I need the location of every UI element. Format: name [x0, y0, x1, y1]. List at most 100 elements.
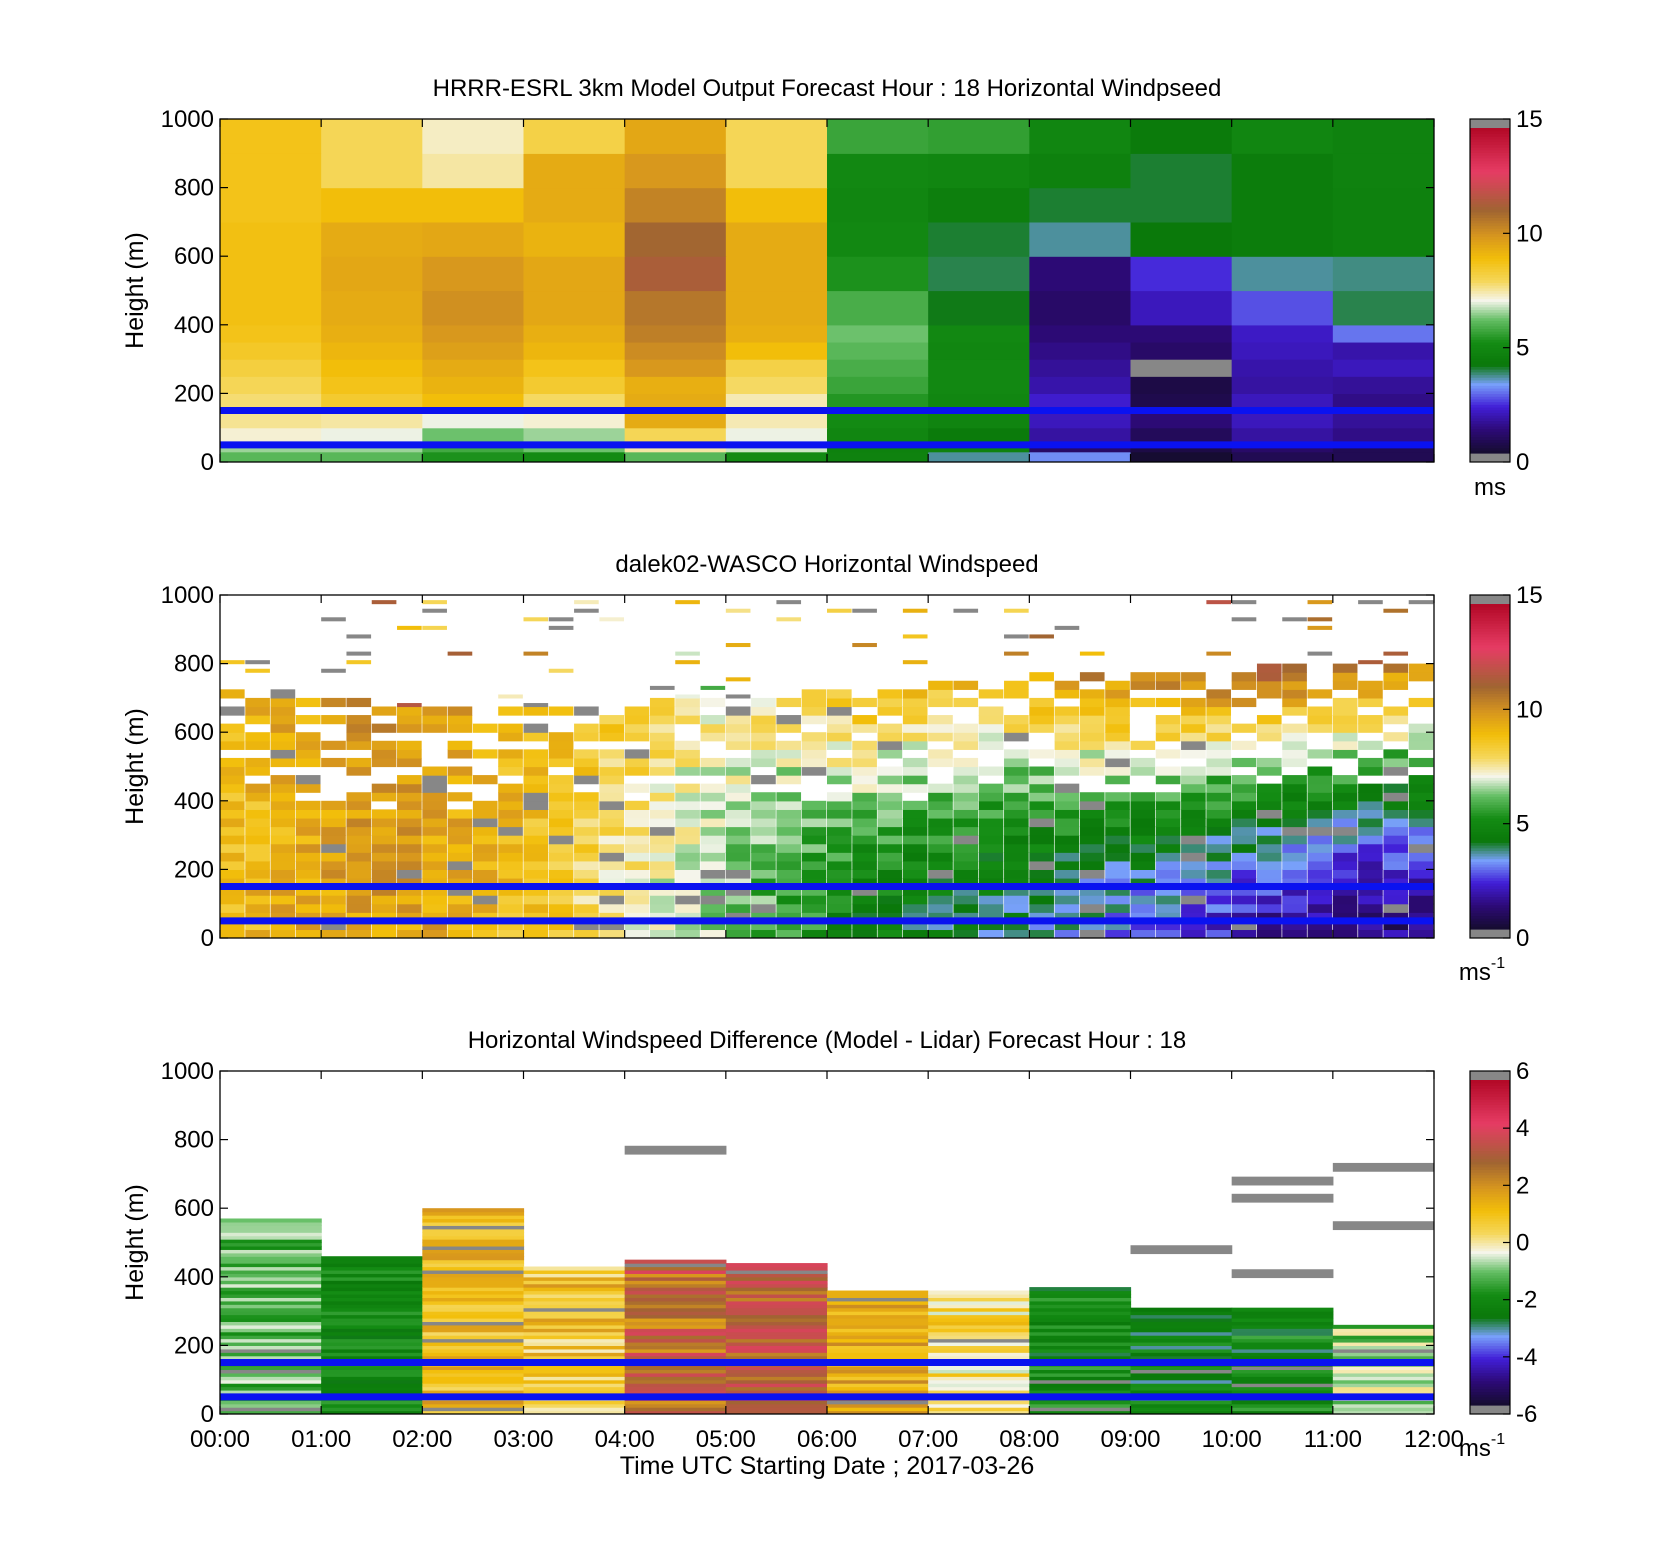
heatmap-cell — [220, 1389, 322, 1395]
heatmap-cell — [827, 775, 852, 785]
heatmap-cell — [220, 732, 245, 742]
colorbar-swatch — [1470, 287, 1510, 292]
heatmap-cell — [852, 783, 877, 793]
heatmap-cell — [1231, 1355, 1334, 1360]
heatmap-cell — [523, 1372, 626, 1377]
heatmap-cell — [1130, 427, 1233, 443]
heatmap-cell — [1105, 715, 1130, 725]
heatmap-cell — [1332, 1324, 1434, 1329]
heatmap-cell — [346, 843, 372, 853]
heatmap-cell — [346, 920, 372, 931]
heatmap-cell — [447, 792, 473, 802]
heatmap-cell — [827, 290, 929, 326]
heatmap-cell — [801, 920, 827, 931]
heatmap-cell — [751, 886, 776, 896]
heatmap-cell — [725, 1324, 828, 1329]
colorbar-swatch — [1470, 1310, 1510, 1314]
heatmap-cell — [220, 1239, 322, 1244]
heatmap-cell — [1231, 1407, 1334, 1412]
heatmap-cell — [827, 826, 852, 836]
heatmap-cell — [1105, 817, 1130, 828]
heatmap-cell — [447, 869, 473, 879]
heatmap-cell — [624, 886, 650, 896]
heatmap-cell — [649, 697, 675, 708]
heatmap-cell — [827, 817, 852, 828]
colorbar-swatch — [1470, 777, 1510, 781]
colorbar-swatch — [1470, 679, 1510, 684]
colorbar-swatch — [1470, 377, 1510, 381]
heatmap-cell — [1408, 912, 1434, 922]
heatmap-cell — [321, 1276, 423, 1281]
heatmap-cell — [1256, 732, 1282, 742]
heatmap-cell — [928, 800, 953, 810]
colorbar-swatch — [1470, 1085, 1510, 1089]
colorbar-swatch — [1470, 1353, 1510, 1357]
heatmap-cell — [220, 410, 322, 429]
heatmap-cell — [498, 826, 523, 836]
y-tick-label: 200 — [174, 856, 214, 883]
heatmap-cell — [1130, 1328, 1233, 1333]
colorbar-swatch — [1470, 1172, 1510, 1176]
heatmap-cell — [574, 800, 599, 810]
heatmap-cell — [1282, 749, 1307, 759]
colorbar-swatch — [1470, 1207, 1510, 1211]
heatmap-cell — [624, 1145, 727, 1155]
heatmap-cell — [295, 800, 321, 810]
heatmap-cell — [751, 852, 776, 862]
heatmap-cell — [220, 817, 245, 828]
heatmap-cell — [397, 895, 422, 905]
heatmap-cell — [220, 809, 245, 819]
heatmap-cell — [776, 715, 802, 725]
heatmap-cell — [1181, 860, 1206, 870]
heatmap-cell — [1155, 877, 1181, 888]
heatmap-cell — [1155, 680, 1181, 690]
colorbar-swatch — [1470, 230, 1510, 235]
heatmap-cell — [725, 1379, 828, 1384]
heatmap-cell — [877, 912, 903, 922]
heatmap-cell — [1130, 895, 1156, 905]
heatmap-cell — [1307, 625, 1333, 630]
heatmap-cell — [422, 775, 447, 785]
heatmap-cell — [1332, 732, 1358, 742]
heatmap-cell — [523, 749, 549, 759]
heatmap-cell — [725, 929, 751, 938]
colorbar-swatch — [1470, 1323, 1510, 1328]
heatmap-cell — [928, 1304, 1030, 1309]
colorbar-swatch — [1470, 658, 1510, 662]
heatmap-cell — [1029, 1304, 1132, 1309]
heatmap-cell — [1307, 835, 1333, 845]
colorbar-swatch — [1470, 1312, 1510, 1317]
heatmap-cell — [599, 912, 625, 922]
heatmap-cell — [1130, 256, 1233, 292]
heatmap-cell — [675, 809, 700, 819]
colorbar-swatch — [1470, 1210, 1510, 1214]
colorbar-swatch — [1470, 812, 1510, 816]
colorbar-swatch — [1470, 842, 1510, 846]
heatmap-cell — [725, 1365, 828, 1371]
heatmap-cell — [321, 1328, 423, 1333]
heatmap-cell — [1130, 341, 1233, 360]
heatmap-cell — [1206, 903, 1232, 913]
heatmap-cell — [1029, 1293, 1132, 1298]
heatmap-cell — [523, 766, 549, 776]
heatmap-cell — [801, 809, 827, 819]
heatmap-cell — [472, 886, 498, 896]
colorbar-swatch — [1470, 358, 1510, 362]
heatmap-cell — [1332, 920, 1358, 931]
heatmap-cell — [1029, 1317, 1132, 1322]
heatmap-cell — [397, 903, 422, 913]
heatmap-cell — [1155, 792, 1181, 802]
heatmap-cell — [1130, 817, 1156, 828]
heatmap-cell — [1155, 800, 1181, 810]
heatmap-cell — [270, 860, 296, 870]
colorbar-swatch — [1470, 1193, 1510, 1198]
heatmap-cell — [1029, 1307, 1132, 1312]
heatmap-cell — [523, 869, 549, 879]
colorbar-swatch — [1470, 874, 1510, 879]
colorbar-swatch — [1470, 1283, 1510, 1287]
heatmap-cell — [1256, 852, 1282, 862]
colorbar-swatch — [1470, 271, 1510, 275]
colorbar-swatch — [1470, 306, 1510, 311]
heatmap-cell — [725, 1355, 828, 1360]
heatmap-cell — [548, 817, 574, 828]
